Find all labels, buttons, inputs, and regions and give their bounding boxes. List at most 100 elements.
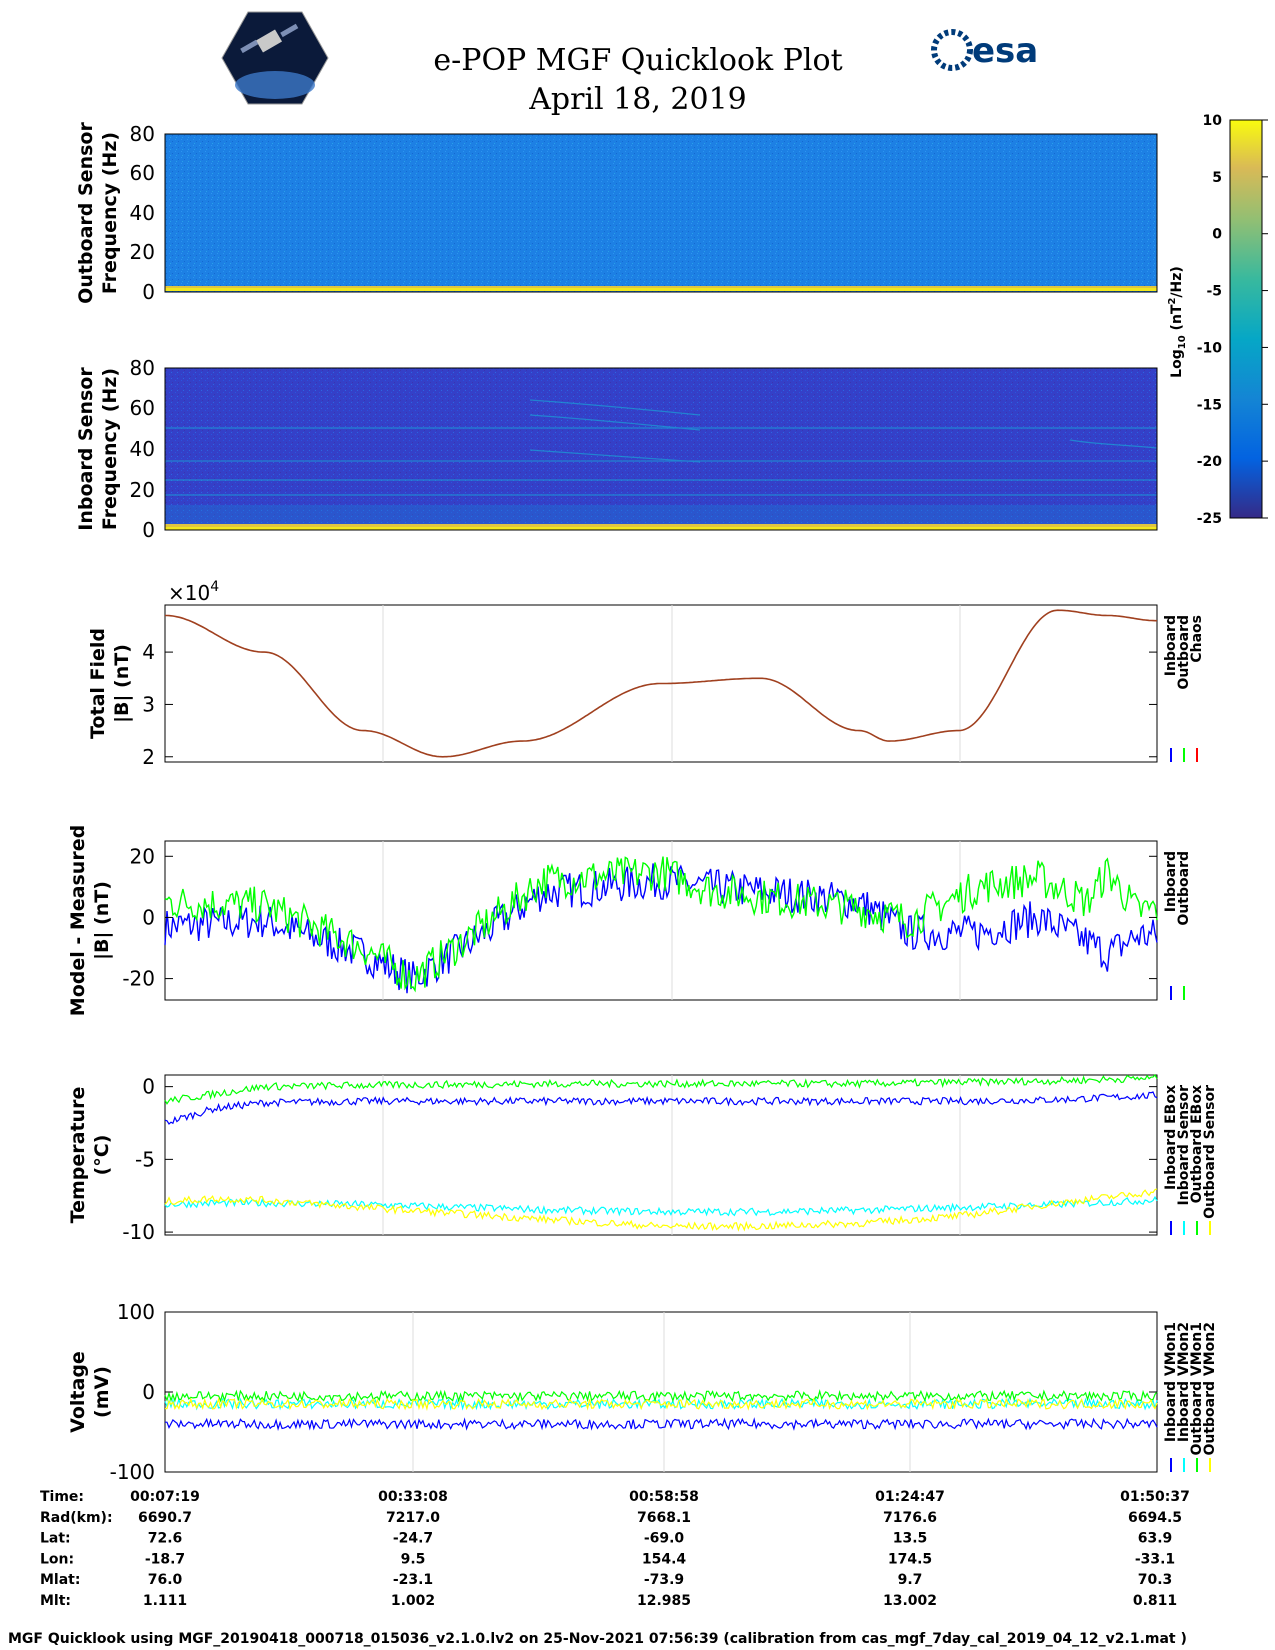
ytick-label: 4 bbox=[142, 640, 155, 664]
table-row-label: Lat: bbox=[40, 1531, 71, 1547]
ytick-label: 0 bbox=[142, 905, 155, 929]
table-row-label: Lon: bbox=[40, 1551, 74, 1567]
ytick: 80 bbox=[130, 356, 155, 380]
esa-logo: esa bbox=[931, 29, 1038, 71]
legend-label: Inboard VMon2 bbox=[1176, 1322, 1192, 1442]
table-cell: 174.5 bbox=[888, 1551, 932, 1567]
ytick: 0 bbox=[142, 518, 155, 542]
ytick-label: -20 bbox=[122, 967, 155, 991]
plot-frame bbox=[164, 1074, 1158, 1236]
legend-label: Inboard Sensor bbox=[1176, 1085, 1192, 1206]
table-row-label: Mlt: bbox=[40, 1593, 71, 1609]
legend-label: Inboard bbox=[1163, 615, 1179, 676]
table-cell: 9.7 bbox=[898, 1572, 923, 1588]
series-line bbox=[164, 1397, 1158, 1411]
footer-caption: MGF Quicklook using MGF_20190418_000718_… bbox=[8, 1631, 1187, 1647]
ytick-label: 2 bbox=[142, 745, 155, 769]
series-line bbox=[165, 609, 1157, 758]
colorbar-tick-label: -15 bbox=[1197, 397, 1222, 413]
table-row-label: Mlat: bbox=[40, 1572, 80, 1588]
colorbar-label: Log10 (nT2/Hz) bbox=[1167, 266, 1188, 378]
model-measured-panel: 20 0 -20 Model - Measured |B| (nT) InboardOut… bbox=[67, 825, 1192, 1016]
table-cell: 13.002 bbox=[883, 1593, 937, 1609]
table-row-label: Rad(km): bbox=[40, 1510, 113, 1526]
ylabel: Model - Measured bbox=[67, 825, 89, 1016]
table-cell: -24.7 bbox=[393, 1531, 433, 1547]
table-cell: 00:58:58 bbox=[629, 1489, 699, 1505]
ylabel: Total Field bbox=[87, 628, 109, 739]
table-cell: 154.4 bbox=[642, 1551, 687, 1567]
series-line bbox=[164, 1073, 1158, 1105]
ylabel: Voltage bbox=[67, 1351, 89, 1433]
ytick: 40 bbox=[130, 437, 155, 461]
legend-label: Chaos bbox=[1189, 615, 1205, 663]
ytick: 20 bbox=[130, 240, 155, 264]
legend-label: Outboard VMon1 bbox=[1189, 1322, 1205, 1456]
outboard-yticks: 80 60 40 20 0 bbox=[130, 122, 155, 304]
colorbar-ticks: 10 5 0 -5 -10 -15 -20 -25 bbox=[1197, 113, 1268, 527]
ylabel: |B| (nT) bbox=[91, 881, 113, 960]
title-line2: April 18, 2019 bbox=[528, 82, 747, 117]
table-cell: 63.9 bbox=[1138, 1531, 1173, 1547]
voltage-panel: 100 0 -100 Voltage (mV) Inboard VMon1Inboard … bbox=[67, 1300, 1218, 1484]
table-cell: 13.5 bbox=[893, 1531, 928, 1547]
cassiope-logo bbox=[221, 11, 329, 105]
table-cell: 76.0 bbox=[148, 1572, 183, 1588]
inboard-spectrogram bbox=[165, 368, 1157, 530]
table-cell: 0.811 bbox=[1133, 1593, 1177, 1609]
colorbar-tick-label: -10 bbox=[1197, 340, 1223, 356]
legend-label: Outboard bbox=[1176, 615, 1192, 690]
table-cell: 1.002 bbox=[391, 1593, 435, 1609]
series-line bbox=[164, 1091, 1158, 1125]
ytick-label: 0 bbox=[142, 1075, 155, 1099]
ytick-label: 3 bbox=[142, 692, 155, 716]
title-line1: e-POP MGF Quicklook Plot bbox=[433, 43, 842, 78]
table-cell: -23.1 bbox=[393, 1572, 433, 1588]
ytick: 40 bbox=[130, 201, 155, 225]
legend-label: Outboard bbox=[1176, 851, 1192, 926]
legend-label: Outboard EBox bbox=[1189, 1085, 1205, 1203]
table-cell: 9.5 bbox=[401, 1551, 426, 1567]
colorbar-tick-label: -25 bbox=[1197, 511, 1222, 527]
legend-label: Inboard EBox bbox=[1163, 1085, 1179, 1190]
ytick: 0 bbox=[142, 280, 155, 304]
ytick-label: -100 bbox=[110, 1460, 155, 1484]
colorbar-tick-label: 10 bbox=[1203, 113, 1223, 129]
colorbar-tick-label: -20 bbox=[1197, 454, 1223, 470]
ytick: 60 bbox=[130, 396, 155, 420]
ylabel: (mV) bbox=[91, 1366, 113, 1418]
legend-label: Outboard Sensor bbox=[1202, 1085, 1218, 1219]
ylabel: (°C) bbox=[91, 1135, 113, 1176]
ytick: 60 bbox=[130, 161, 155, 185]
table-cell: 01:24:47 bbox=[875, 1489, 945, 1505]
ytick-label: -5 bbox=[135, 1147, 155, 1171]
inboard-spectral-lines bbox=[165, 399, 1158, 496]
colorbar-tick-label: 0 bbox=[1212, 227, 1222, 243]
esa-text: esa bbox=[972, 31, 1038, 71]
series-line bbox=[164, 856, 1158, 993]
colorbar-tick-label: 5 bbox=[1212, 170, 1222, 186]
inboard-yticks: 80 60 40 20 0 bbox=[130, 356, 155, 542]
outboard-spectrogram bbox=[165, 134, 1157, 292]
temperature-panel: 0 -5 -10 Temperature (°C) Inboard EBoxInboard… bbox=[67, 1073, 1218, 1244]
ephemeris-table: Time: 00:07:19 00:33:08 00:58:58 01:24:47 01:… bbox=[40, 1489, 1190, 1609]
ylabel: Temperature bbox=[67, 1087, 89, 1224]
ylabel: Outboard Sensor bbox=[75, 122, 97, 304]
series-line bbox=[164, 863, 1158, 994]
table-cell: -33.1 bbox=[1135, 1551, 1175, 1567]
table-cell: -73.9 bbox=[644, 1572, 684, 1588]
table-cell: 70.3 bbox=[1138, 1572, 1173, 1588]
table-row-label: Time: bbox=[40, 1489, 84, 1505]
outboard-low-freq-band-core bbox=[165, 288, 1157, 291]
table-cell: 00:07:19 bbox=[130, 1489, 200, 1505]
inboard-spectrogram-panel: 80 60 40 20 0 Inboard Sensor Frequency (… bbox=[75, 356, 1158, 542]
table-cell: 12.985 bbox=[637, 1593, 691, 1609]
exponent-label: ×104 bbox=[168, 579, 219, 605]
series-line bbox=[164, 1188, 1158, 1232]
series-line bbox=[165, 1417, 1158, 1432]
ytick-label: -10 bbox=[122, 1220, 155, 1244]
ytick: 20 bbox=[130, 478, 155, 502]
table-cell: 1.111 bbox=[143, 1593, 187, 1609]
table-cell: -18.7 bbox=[145, 1551, 185, 1567]
